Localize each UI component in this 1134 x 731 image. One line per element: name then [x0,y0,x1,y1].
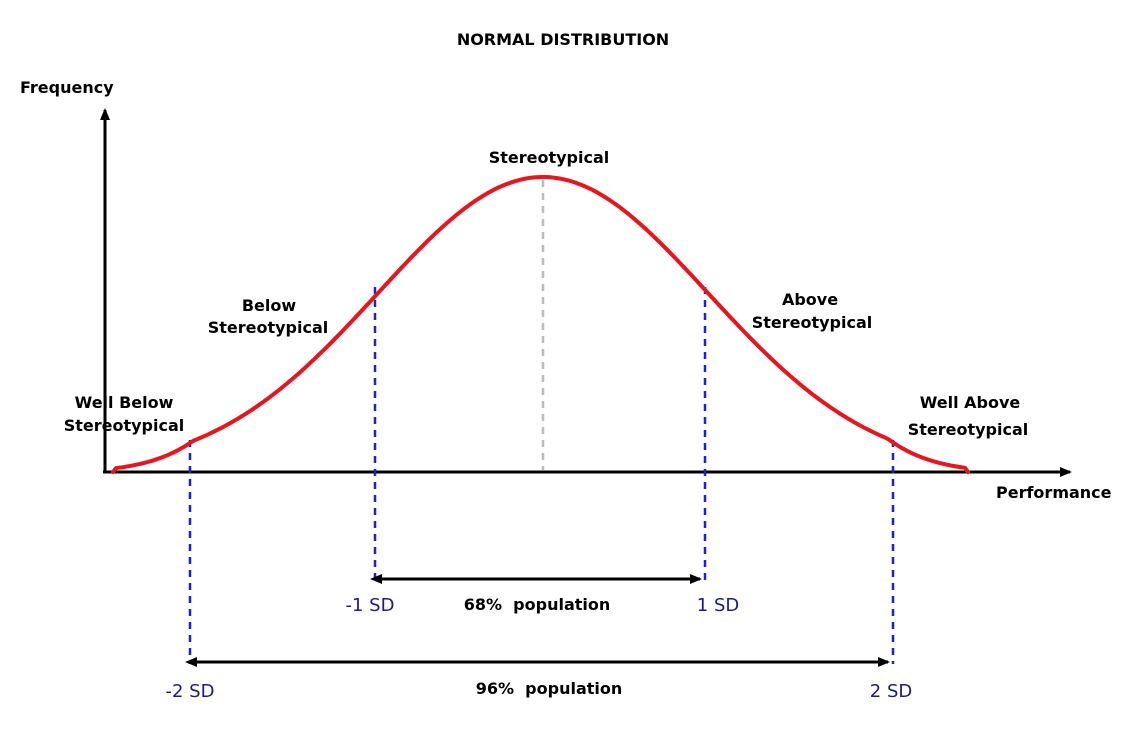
above-label-line1: Above [782,290,838,309]
well-above-label-line2: Stereotypical [908,420,1029,439]
bell-curve [111,175,970,474]
x-axis-label: Performance [996,483,1112,502]
below-label-line1: Below [242,296,297,315]
center-label: Stereotypical [489,148,610,167]
neg1-sd-label: -1 SD [346,595,395,616]
two-sd-range-label: 96% population [476,679,623,698]
well-below-label-line1: Well Below [75,393,174,412]
y-axis-label: Frequency [20,78,114,97]
pos2-sd-label: 2 SD [870,681,912,702]
neg2-sd-label: -2 SD [166,681,215,702]
above-label-line2: Stereotypical [752,313,873,332]
well-above-label-line1: Well Above [920,393,1021,412]
diagram-title: NORMAL DISTRIBUTION [457,30,669,49]
below-label-line2: Stereotypical [208,318,329,337]
one-sd-range-label: 68% population [464,595,611,614]
pos1-sd-label: 1 SD [697,595,739,616]
well-below-label-line2: Stereotypical [64,416,185,435]
